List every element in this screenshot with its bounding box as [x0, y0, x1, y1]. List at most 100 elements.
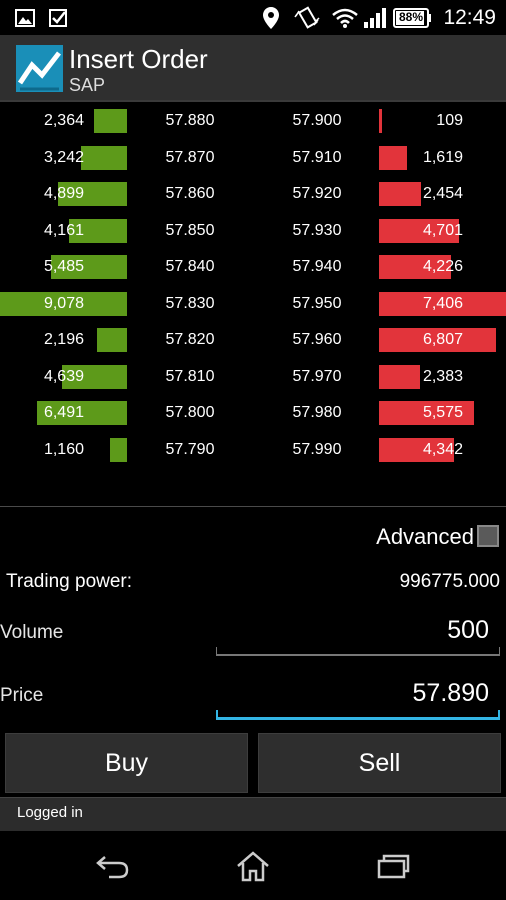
trading-power-value: 996775.000: [399, 571, 500, 592]
page-title: Insert Order: [69, 44, 208, 74]
ask-price: 57.970: [292, 367, 342, 385]
ask-depth-bar: [379, 364, 420, 389]
bid-quantity: 5,485: [43, 258, 84, 275]
ask-quantity: 4,226: [422, 258, 463, 275]
volume-label: Volume: [0, 622, 64, 643]
checkbox-notification-icon: [49, 0, 69, 35]
bid-price: 57.860: [165, 185, 215, 202]
ask-price: 57.960: [292, 331, 342, 348]
login-status: Logged in: [17, 804, 83, 821]
bid-depth-bar: [37, 401, 127, 425]
ask-quantity: 7,406: [422, 294, 463, 312]
bid-depth-bar: [81, 145, 127, 170]
ask-price: 57.930: [292, 221, 342, 239]
back-icon[interactable]: [83, 845, 143, 887]
advanced-checkbox[interactable]: [477, 525, 499, 547]
order-book-row[interactable]: 4,899 57.860 57.920 2,454: [0, 176, 506, 212]
order-book-row[interactable]: 2,196 57.820 57.960 6,807: [0, 322, 506, 358]
bid-quantity: 2,196: [43, 331, 84, 348]
divider: [0, 506, 506, 507]
wifi-icon: [332, 0, 358, 35]
order-book-row[interactable]: 5,485 57.840 57.940 4,226: [0, 249, 506, 285]
ask-depth-bar: [379, 145, 407, 170]
bid-price: 57.800: [165, 404, 215, 421]
order-book-row[interactable]: 4,161 57.850 57.930 4,701: [0, 213, 506, 249]
order-book-row[interactable]: 1,160 57.790 57.990 4,342: [0, 432, 506, 468]
battery-percent: 88%: [398, 10, 424, 24]
signal-icon: [363, 0, 387, 35]
order-book-row[interactable]: 4,639 57.810 57.970 2,383: [0, 359, 506, 395]
ask-price: 57.910: [292, 148, 342, 166]
ask-price: 57.950: [292, 294, 342, 312]
bid-depth-bar: [0, 291, 127, 316]
volume-field-underline[interactable]: [216, 647, 500, 656]
bid-price: 57.790: [165, 440, 215, 458]
ask-quantity: 4,701: [422, 221, 463, 239]
price-field-underline[interactable]: [216, 710, 500, 720]
bid-quantity: 4,899: [43, 185, 84, 202]
volume-field[interactable]: 500: [447, 616, 489, 644]
order-book: 2,364 57.880 57.900 109 3,242 57.870 57.910 1,6…: [0, 102, 506, 502]
ask-quantity: 1,619: [422, 148, 463, 166]
bid-depth-bar: [62, 364, 127, 389]
ask-depth-bar: [379, 109, 382, 133]
bid-price: 57.810: [165, 367, 215, 385]
buy-button[interactable]: Buy: [5, 733, 248, 793]
bid-price: 57.840: [165, 258, 215, 275]
ask-depth-bar: [379, 401, 474, 425]
order-book-row[interactable]: 2,364 57.880 57.900 109: [0, 103, 506, 139]
bid-price: 57.850: [165, 221, 215, 239]
bid-quantity: 9,078: [43, 294, 84, 312]
ask-quantity: 2,383: [422, 367, 463, 385]
bid-price: 57.820: [165, 331, 215, 348]
ask-price: 57.980: [292, 404, 342, 421]
ask-depth-bar: [379, 291, 506, 316]
navigation-bar: [0, 831, 506, 900]
bid-depth-bar: [69, 218, 127, 243]
bid-depth-bar: [51, 255, 127, 279]
trading-power-label: Trading power:: [6, 571, 133, 592]
bid-depth-bar: [110, 437, 127, 462]
location-icon: [262, 0, 280, 35]
ask-depth-bar: [379, 255, 451, 279]
ask-quantity: 6,807: [422, 331, 463, 348]
status-line: Logged in: [0, 797, 506, 831]
ask-quantity: 5,575: [422, 404, 463, 421]
sell-button[interactable]: Sell: [258, 733, 501, 793]
bid-depth-bar: [94, 109, 127, 133]
gallery-icon: [15, 0, 35, 35]
ask-depth-bar: [379, 218, 459, 243]
order-book-row[interactable]: 9,078 57.830 57.950 7,406: [0, 286, 506, 322]
bid-quantity: 1,160: [43, 440, 84, 458]
bid-quantity: 4,639: [43, 367, 84, 385]
ask-depth-bar: [379, 437, 454, 462]
bid-depth-bar: [58, 182, 127, 206]
bid-price: 57.830: [165, 294, 215, 312]
bid-depth-bar: [97, 328, 127, 352]
home-icon[interactable]: [223, 845, 283, 887]
ask-quantity: 109: [436, 112, 463, 129]
ask-price: 57.990: [292, 440, 342, 458]
recent-apps-icon[interactable]: [363, 845, 423, 887]
battery-icon: 88%: [393, 0, 433, 35]
bid-price: 57.870: [165, 148, 215, 166]
clock: 12:49: [443, 6, 496, 29]
price-label: Price: [0, 685, 44, 706]
action-bar: Insert Order SAP: [0, 35, 506, 102]
bid-quantity: 4,161: [43, 221, 84, 239]
bid-quantity: 2,364: [43, 112, 84, 129]
ask-quantity: 2,454: [422, 185, 463, 202]
status-bar: 88% 12:49: [0, 0, 506, 35]
ask-price: 57.920: [292, 185, 342, 202]
ask-depth-bar: [379, 328, 496, 352]
price-field[interactable]: 57.890: [412, 679, 489, 707]
order-book-row[interactable]: 3,242 57.870 57.910 1,619: [0, 140, 506, 176]
ask-price: 57.900: [292, 112, 342, 129]
ask-quantity: 4,342: [422, 440, 463, 458]
bid-quantity: 3,242: [43, 148, 84, 166]
order-book-row[interactable]: 6,491 57.800 57.980 5,575: [0, 395, 506, 431]
chart-logo-icon[interactable]: [16, 45, 63, 92]
ask-price: 57.940: [292, 258, 342, 275]
vibrate-icon: [294, 0, 320, 35]
instrument-subtitle: SAP: [69, 75, 106, 95]
